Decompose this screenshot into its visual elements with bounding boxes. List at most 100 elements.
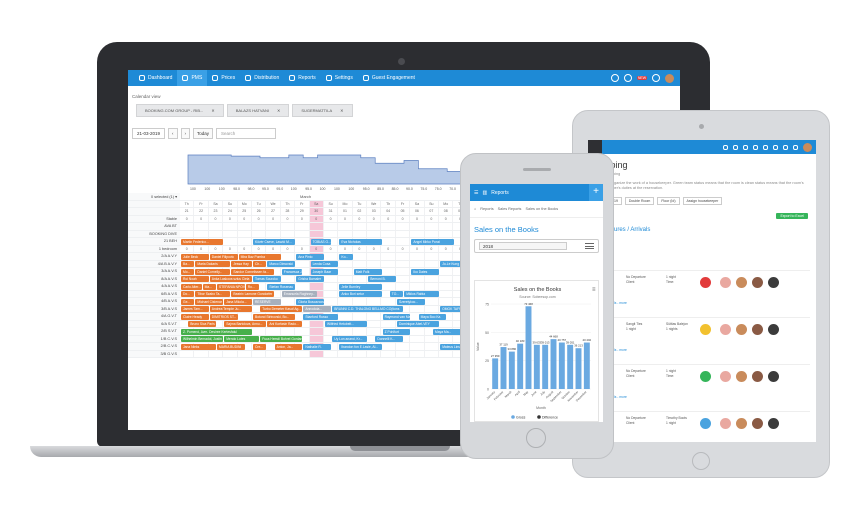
bar-june[interactable]: [533, 344, 540, 389]
room-day-cell[interactable]: [425, 350, 440, 357]
reservation-bar[interactable]: Donnelli K...: [375, 336, 404, 342]
room-day-cell[interactable]: [324, 238, 339, 245]
room-day-cell[interactable]: [338, 260, 353, 267]
room-day-cell[interactable]: [209, 223, 224, 230]
room-day-cell[interactable]: 0: [367, 215, 382, 222]
date-picker[interactable]: 21-03-2019: [132, 127, 166, 139]
reservation-bar[interactable]: Cre...: [253, 343, 267, 350]
room-day-cell[interactable]: 0: [281, 245, 296, 252]
room-day-cell[interactable]: [238, 230, 252, 237]
nav-item-prices[interactable]: Prices: [207, 70, 240, 86]
room-status-indicator[interactable]: [700, 277, 711, 288]
reservation-bar[interactable]: James Tam...: [181, 306, 209, 312]
day-cell[interactable]: Th: [281, 200, 296, 207]
day-cell[interactable]: 23: [209, 208, 224, 215]
room-day-cell[interactable]: [223, 238, 238, 245]
close-icon[interactable]: ✕: [211, 108, 215, 113]
room-day-cell[interactable]: [353, 350, 368, 357]
room-day-cell[interactable]: [410, 305, 425, 312]
room-day-cell[interactable]: [439, 290, 454, 297]
room-day-cell[interactable]: [295, 238, 310, 245]
reservation-bar[interactable]: Jana Mikola...: [224, 298, 252, 305]
reservation-bar[interactable]: STEFANIA NPOVIC: [217, 283, 245, 290]
day-cell[interactable]: Mo: [238, 200, 252, 207]
reservation-bar[interactable]: Claire Heady: [181, 313, 209, 320]
room-label[interactable]: 3/A A.V.S: [128, 268, 180, 275]
room-day-cell[interactable]: [295, 283, 310, 290]
room-day-cell[interactable]: [309, 335, 324, 342]
room-status-indicator[interactable]: [700, 324, 711, 335]
room-day-cell[interactable]: [425, 298, 440, 305]
room-day-cell[interactable]: [425, 223, 440, 230]
room-label[interactable]: 1 bedroom: [128, 245, 180, 252]
room-day-cell[interactable]: [410, 223, 425, 230]
room-day-cell[interactable]: [367, 320, 382, 327]
room-label[interactable]: AVA BT: [128, 223, 180, 230]
room-label[interactable]: 21 BEH: [128, 238, 180, 245]
room-label[interactable]: 6/B A.V.S: [128, 290, 180, 297]
bar-december[interactable]: [583, 342, 590, 389]
room-day-cell[interactable]: [266, 223, 281, 230]
reservation-bar[interactable]: Joseph Baar: [310, 268, 339, 275]
legend-marker[interactable]: [537, 415, 541, 419]
room-day-cell[interactable]: [396, 253, 411, 260]
room-day-cell[interactable]: [367, 328, 382, 335]
day-cell[interactable]: Tu: [353, 200, 368, 207]
reservation-bar[interactable]: Ma...: [202, 283, 216, 290]
room-day-cell[interactable]: [353, 260, 368, 267]
nav-item-guest-engagement[interactable]: Guest Engagement: [358, 70, 420, 86]
room-day-cell[interactable]: [266, 230, 281, 237]
room-day-cell[interactable]: [238, 343, 252, 350]
room-day-cell[interactable]: 0: [410, 245, 425, 252]
home-icon[interactable]: [733, 144, 738, 150]
reservation-bar[interactable]: Stefan Rosenau: [267, 283, 296, 290]
room-day-cell[interactable]: [410, 350, 425, 357]
export-button[interactable]: Export to Excel: [776, 213, 808, 219]
room-day-cell[interactable]: [309, 320, 324, 327]
room-day-cell[interactable]: [381, 350, 396, 357]
reservation-bar[interactable]: Emanuela Raghney...: [281, 291, 317, 297]
reservation-bar[interactable]: Tibor Szabo Ta...: [195, 291, 231, 297]
room-day-cell[interactable]: [353, 253, 368, 260]
day-cell[interactable]: 22: [194, 208, 209, 215]
room-day-cell[interactable]: [367, 298, 382, 305]
booking-tab[interactable]: BALAZS HATVANI ✕: [226, 104, 290, 117]
room-day-cell[interactable]: 0: [194, 245, 209, 252]
day-cell[interactable]: Th: [381, 200, 396, 207]
room-day-cell[interactable]: [439, 275, 454, 282]
reservation-bar[interactable]: Jelle Burnley: [339, 283, 382, 290]
room-day-cell[interactable]: [353, 223, 368, 230]
room-day-cell[interactable]: [180, 230, 195, 237]
day-cell[interactable]: 06: [410, 208, 425, 215]
room-day-cell[interactable]: [367, 350, 382, 357]
reservation-bar[interactable]: Annodoia...: [303, 306, 332, 312]
room-day-cell[interactable]: [425, 343, 440, 350]
room-label[interactable]: Stable: [128, 215, 180, 222]
chart-icon[interactable]: [763, 144, 768, 150]
nav-item-distribution[interactable]: Distribution: [240, 70, 284, 86]
today-button[interactable]: Today: [193, 127, 214, 139]
room-day-cell[interactable]: [324, 343, 339, 350]
room-day-cell[interactable]: [410, 253, 425, 260]
day-cell[interactable]: 03: [367, 208, 382, 215]
housekeeper-avatar[interactable]: [736, 371, 747, 382]
day-cell[interactable]: Fr: [194, 200, 209, 207]
room-day-cell[interactable]: [410, 283, 425, 290]
room-day-cell[interactable]: 0: [209, 245, 224, 252]
room-day-cell[interactable]: 0: [309, 215, 324, 222]
room-day-cell[interactable]: [396, 260, 411, 267]
bar-october[interactable]: [567, 344, 574, 389]
reservation-bar[interactable]: Mo...: [181, 268, 195, 275]
room-day-cell[interactable]: 0: [223, 245, 238, 252]
room-day-cell[interactable]: [223, 230, 238, 237]
room-day-cell[interactable]: [338, 223, 353, 230]
reservation-bar[interactable]: Anka Laskova szlus Ciela: [209, 276, 252, 282]
legend-marker[interactable]: [511, 415, 515, 419]
reservation-bar[interactable]: Jessa Hay: [231, 261, 252, 267]
housekeeper-avatar[interactable]: [752, 277, 763, 288]
search-input[interactable]: Search: [216, 127, 277, 139]
room-day-cell[interactable]: [381, 343, 396, 350]
room-day-cell[interactable]: [396, 230, 411, 237]
selected-count[interactable]: 0 selected (1) ▾: [128, 193, 180, 200]
room-day-cell[interactable]: 0: [439, 245, 454, 252]
